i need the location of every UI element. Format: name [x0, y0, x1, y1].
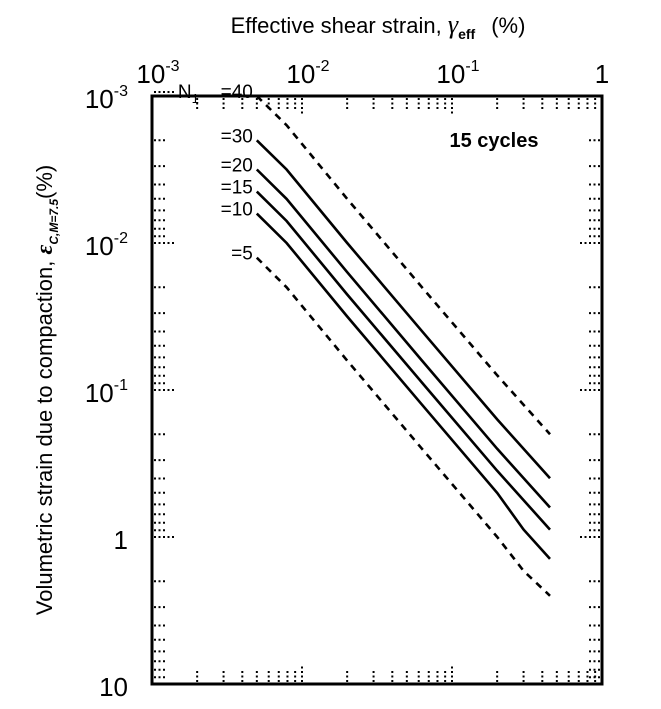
y-tick-labels: 10-3 10-2 10-1 1 10 — [85, 83, 128, 702]
x-tick-label: 1 — [595, 59, 609, 89]
y-tick-label: 10-3 — [85, 83, 128, 114]
series-label: =40 — [221, 82, 253, 103]
y-tick-label: 10-2 — [85, 230, 128, 261]
curve-labels: =40 N1 =30 =20=15=10 =5 — [154, 82, 253, 265]
y-axis-title: Volumetric strain due to compaction, εC,… — [32, 165, 61, 615]
minor-ticks — [154, 98, 600, 682]
y-tick-label: 10-1 — [85, 377, 128, 408]
x-tick-labels: 10-3 10-2 10-1 1 — [136, 58, 609, 89]
series-label: =20 — [221, 155, 253, 176]
y-tick-label: 10 — [99, 672, 128, 702]
series-line — [255, 190, 551, 531]
series-label: =15 — [221, 178, 253, 199]
series-line — [255, 139, 551, 480]
plot-frame — [150, 94, 604, 686]
x-tick-label: 10-2 — [286, 58, 329, 89]
x-tick-label: 10-1 — [436, 58, 479, 89]
series-label: =5 — [231, 244, 253, 265]
series-label: =30 — [221, 126, 253, 147]
cycles-annotation: 15 cycles — [450, 130, 539, 152]
series-label: =10 — [221, 200, 253, 221]
series-line — [255, 256, 551, 597]
legend-prefix: N1 — [178, 82, 199, 106]
series-line — [255, 95, 551, 436]
curves — [255, 95, 551, 597]
y-tick-label: 1 — [114, 525, 128, 555]
series-line — [255, 212, 551, 560]
x-tick-label: 10-3 — [136, 58, 179, 89]
series-line — [255, 168, 551, 509]
x-axis-title: Effective shear strain, γeff (%) — [231, 10, 526, 42]
